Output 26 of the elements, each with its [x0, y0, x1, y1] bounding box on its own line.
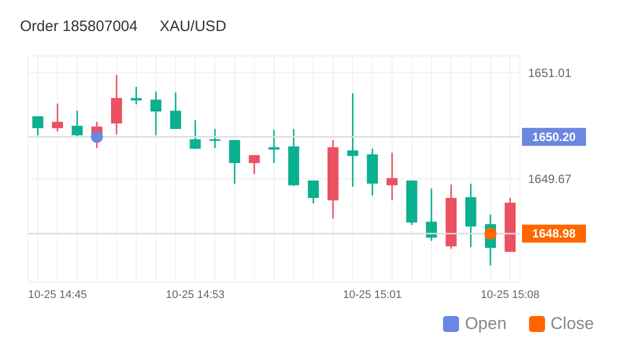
chart-subtitle: XAU/USD — [160, 18, 226, 34]
candlestick — [268, 128, 280, 164]
candlestick — [170, 92, 182, 130]
x-tick-label: 10-25 14:45 — [28, 288, 87, 301]
x-tick-label: 10-25 15:01 — [343, 288, 402, 301]
candlestick — [130, 86, 142, 106]
candlestick — [72, 110, 83, 138]
y-tick-label: 1651.01 — [528, 66, 572, 80]
candlestick — [248, 154, 260, 175]
x-tick-label: 10-25 14:53 — [166, 288, 225, 301]
candlestick — [150, 90, 162, 136]
candlestick — [308, 180, 319, 204]
candlestick — [52, 102, 64, 132]
candlestick — [386, 152, 398, 202]
x-tick-label: 10-25 15:08 — [480, 288, 540, 301]
chart-title: Order 185807004 — [20, 18, 138, 34]
ref-line-label: 1648.98 — [532, 226, 576, 241]
candlestick — [426, 188, 437, 242]
ref-line-label: 1650.20 — [532, 130, 576, 144]
legend-label: Open — [464, 314, 507, 334]
candlestick — [209, 128, 220, 149]
candlestick — [229, 139, 240, 184]
y-tick-label: 1649.67 — [528, 172, 572, 186]
candlestick — [190, 119, 201, 150]
legend-label: Close — [550, 314, 594, 334]
candlestick — [32, 116, 44, 136]
